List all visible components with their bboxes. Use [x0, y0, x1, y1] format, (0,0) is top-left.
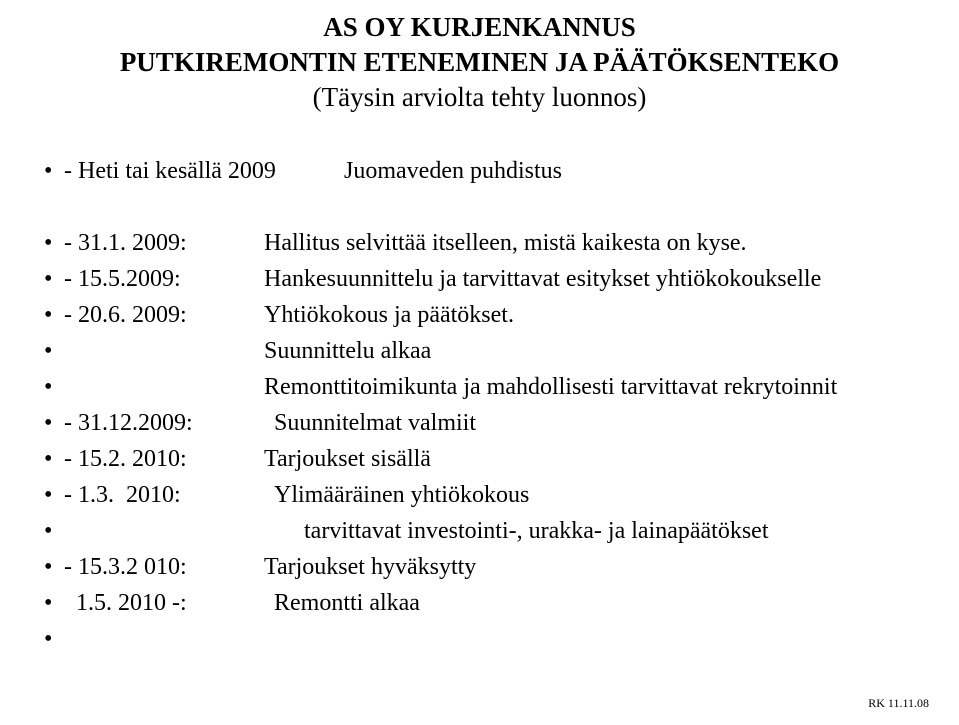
- bullet-icon: •: [44, 333, 64, 369]
- list-row: •- Heti tai kesällä 2009Juomaveden puhdi…: [44, 153, 929, 189]
- row-text: Tarjoukset sisällä: [264, 441, 929, 477]
- title-line-1: AS OY KURJENKANNUS: [30, 10, 929, 45]
- row-date: - 31.12.2009:: [64, 405, 264, 441]
- footer-text: RK 11.11.08: [868, 696, 929, 711]
- list-row: •- 15.5.2009:Hankesuunnittelu ja tarvitt…: [44, 261, 929, 297]
- bullet-icon: •: [44, 441, 64, 477]
- bullet-icon: •: [44, 585, 64, 621]
- list-row: •- 20.6. 2009:Yhtiökokous ja päätökset.: [44, 297, 929, 333]
- row-text: Suunnittelu alkaa: [264, 333, 929, 369]
- list-row: • Remonttitoimikunta ja mahdollisesti tar…: [44, 369, 929, 405]
- bullet-icon: •: [44, 297, 64, 333]
- list-row: • tarvittavat investointi-, urakka- ja la…: [44, 513, 929, 549]
- row-text: Hankesuunnittelu ja tarvittavat esitykse…: [264, 261, 929, 297]
- bullet-icon: •: [44, 477, 64, 513]
- row-date: - 20.6. 2009:: [64, 297, 264, 333]
- row-date: - 15.2. 2010:: [64, 441, 264, 477]
- bullet-icon: •: [44, 225, 64, 261]
- bullet-icon: •: [44, 549, 64, 585]
- list-row: •- 31.1. 2009:Hallitus selvittää itselle…: [44, 225, 929, 261]
- subtitle-line: (Täysin arviolta tehty luonnos): [30, 80, 929, 115]
- row-text: tarvittavat investointi-, urakka- ja lai…: [304, 513, 929, 549]
- row-date: - Heti tai kesällä 2009: [64, 153, 344, 189]
- list-row: •- 1.3. 2010: Ylimääräinen yhtiökokous: [44, 477, 929, 513]
- row-text: Remontti alkaa: [274, 585, 929, 621]
- list-row: •- 15.3.2 010:Tarjoukset hyväksytty: [44, 549, 929, 585]
- list-row: • Suunnittelu alkaa: [44, 333, 929, 369]
- row-date: - 15.5.2009:: [64, 261, 264, 297]
- list-row: •: [44, 621, 929, 657]
- row-text: Ylimääräinen yhtiökokous: [274, 477, 929, 513]
- row-text: Remonttitoimikunta ja mahdollisesti tarv…: [264, 369, 929, 405]
- row-text: Hallitus selvittää itselleen, mistä kaik…: [264, 225, 929, 261]
- list-row: •- 15.2. 2010:Tarjoukset sisällä: [44, 441, 929, 477]
- row-text: Tarjoukset hyväksytty: [264, 549, 929, 585]
- spacer: [44, 189, 929, 225]
- bullet-icon: •: [44, 621, 64, 657]
- bullet-icon: •: [44, 513, 64, 549]
- row-date: - 15.3.2 010:: [64, 549, 264, 585]
- title-line-2: PUTKIREMONTIN ETENEMINEN JA PÄÄTÖKSENTEK…: [30, 45, 929, 80]
- row-date: - 1.3. 2010:: [64, 477, 264, 513]
- list-row: • 1.5. 2010 -: Remontti alkaa: [44, 585, 929, 621]
- list-row: •- 31.12.2009: Suunnitelmat valmiit: [44, 405, 929, 441]
- body-list: •- Heti tai kesällä 2009Juomaveden puhdi…: [30, 153, 929, 657]
- bullet-icon: •: [44, 405, 64, 441]
- row-date: - 31.1. 2009:: [64, 225, 264, 261]
- row-text: Suunnitelmat valmiit: [274, 405, 929, 441]
- title-block: AS OY KURJENKANNUS PUTKIREMONTIN ETENEMI…: [30, 10, 929, 115]
- row-text: Yhtiökokous ja päätökset.: [264, 297, 929, 333]
- document-page: AS OY KURJENKANNUS PUTKIREMONTIN ETENEMI…: [0, 0, 959, 725]
- bullet-icon: •: [44, 153, 64, 189]
- bullet-icon: •: [44, 261, 64, 297]
- row-date: 1.5. 2010 -:: [64, 585, 264, 621]
- bullet-icon: •: [44, 369, 64, 405]
- row-text: Juomaveden puhdistus: [344, 153, 929, 189]
